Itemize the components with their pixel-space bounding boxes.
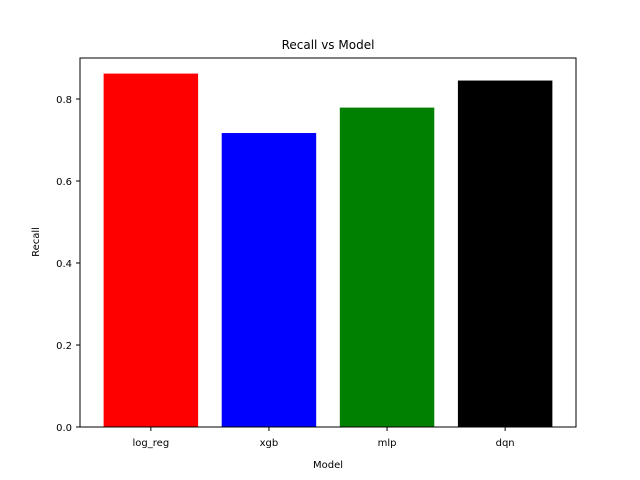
x-tick-label: mlp [378,438,397,449]
x-tick-label: log_reg [133,438,170,449]
plot-frame [79,57,577,428]
bar-xgb [221,133,317,427]
x-tick-label: xgb [260,438,279,449]
y-tick-label: 0.6 [56,177,72,188]
bar-log_reg [103,73,199,427]
y-tick-label: 0.4 [56,259,72,270]
x-axis-label: Model [313,460,343,471]
y-tick-label: 0.8 [56,95,72,106]
chart-title: Recall vs Model [282,38,375,52]
y-tick-label: 0.2 [56,341,72,352]
x-tick-label: dqn [496,438,515,449]
bar-dqn [457,80,553,428]
y-tick-label: 0.0 [56,423,72,434]
bar-mlp [339,107,435,428]
x-axis-ticks: log_reg xgb mlp dqn [133,427,515,449]
y-axis-label: Recall [31,227,42,257]
y-axis-ticks: 0.0 0.2 0.4 0.6 0.8 [56,95,80,434]
bars-group [103,73,553,428]
